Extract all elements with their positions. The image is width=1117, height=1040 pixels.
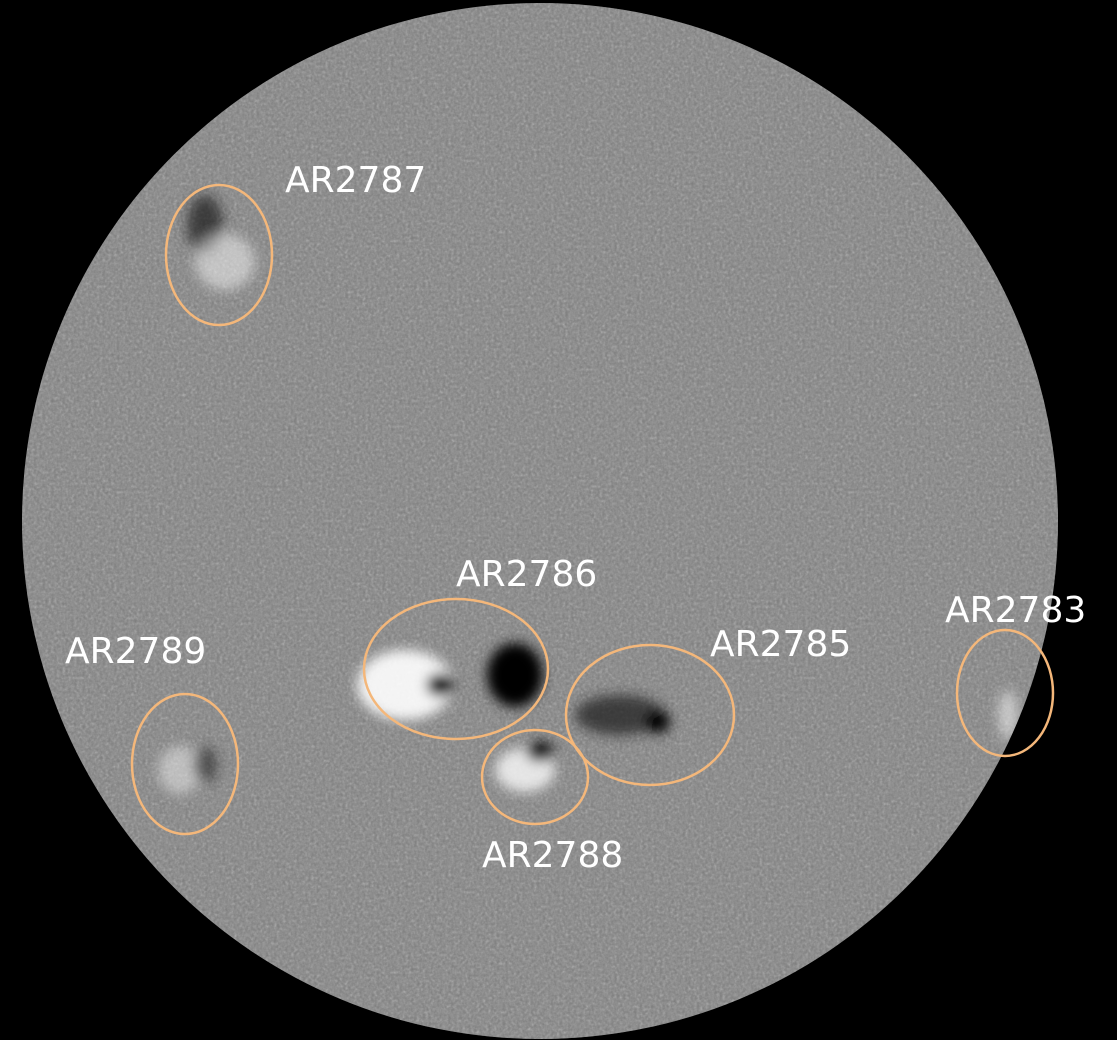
region-label: AR2783 bbox=[945, 590, 1086, 631]
region-outline bbox=[564, 643, 736, 787]
region-outline bbox=[362, 597, 550, 741]
region-label: AR2789 bbox=[65, 631, 206, 672]
disk-texture bbox=[22, 3, 1058, 1039]
region-label: AR2787 bbox=[285, 160, 426, 201]
region-outline bbox=[164, 183, 274, 327]
region-label: AR2785 bbox=[710, 624, 851, 665]
region-label: AR2788 bbox=[482, 835, 623, 876]
active-region-patches bbox=[158, 195, 1018, 794]
region-outline bbox=[955, 628, 1055, 758]
region-outline bbox=[130, 692, 240, 836]
region-label: AR2786 bbox=[456, 554, 597, 595]
region-outline bbox=[480, 728, 590, 826]
